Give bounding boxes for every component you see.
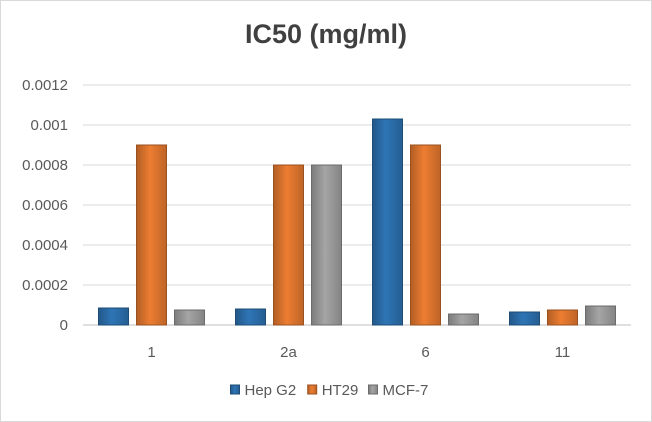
legend-label: Hep G2 bbox=[245, 382, 297, 399]
x-tick-label: 6 bbox=[421, 344, 429, 361]
y-tick-label: 0 bbox=[60, 317, 68, 334]
bar-mcf-7-2a bbox=[311, 164, 342, 326]
bar-ht29-1 bbox=[136, 144, 167, 326]
bar-mcf-7-1 bbox=[174, 309, 205, 326]
legend-swatch-ht29 bbox=[307, 384, 318, 395]
bar-hep-g2-6 bbox=[372, 118, 403, 326]
bar-mcf-7-11 bbox=[585, 305, 616, 326]
legend-label: MCF-7 bbox=[383, 382, 429, 399]
bar-ht29-6 bbox=[410, 144, 441, 326]
y-tick-label: 0.0008 bbox=[22, 157, 68, 174]
bar-hep-g2-2a bbox=[235, 308, 266, 326]
x-tick-label: 2a bbox=[280, 344, 297, 361]
legend-swatch-hep-g2 bbox=[230, 384, 240, 395]
chart-title: IC50 (mg/ml) bbox=[244, 19, 408, 49]
legend-label: HT29 bbox=[322, 382, 359, 399]
bar-ht29-2a bbox=[273, 164, 304, 326]
y-tick-label: 0.0012 bbox=[22, 77, 68, 94]
bar-hep-g2-1 bbox=[98, 307, 129, 326]
y-tick-label: 0.0002 bbox=[22, 277, 68, 294]
y-tick-label: 0.001 bbox=[30, 117, 68, 134]
bar-hep-g2-11 bbox=[509, 311, 540, 326]
y-tick-label: 0.0006 bbox=[22, 197, 68, 214]
x-tick-label: 1 bbox=[147, 344, 155, 361]
x-tick-label: 11 bbox=[555, 344, 571, 361]
bar-ht29-11 bbox=[547, 309, 578, 326]
bar-mcf-7-6 bbox=[448, 313, 479, 326]
y-tick-label: 0.0004 bbox=[22, 237, 68, 254]
legend-swatch-mcf-7 bbox=[368, 384, 378, 395]
